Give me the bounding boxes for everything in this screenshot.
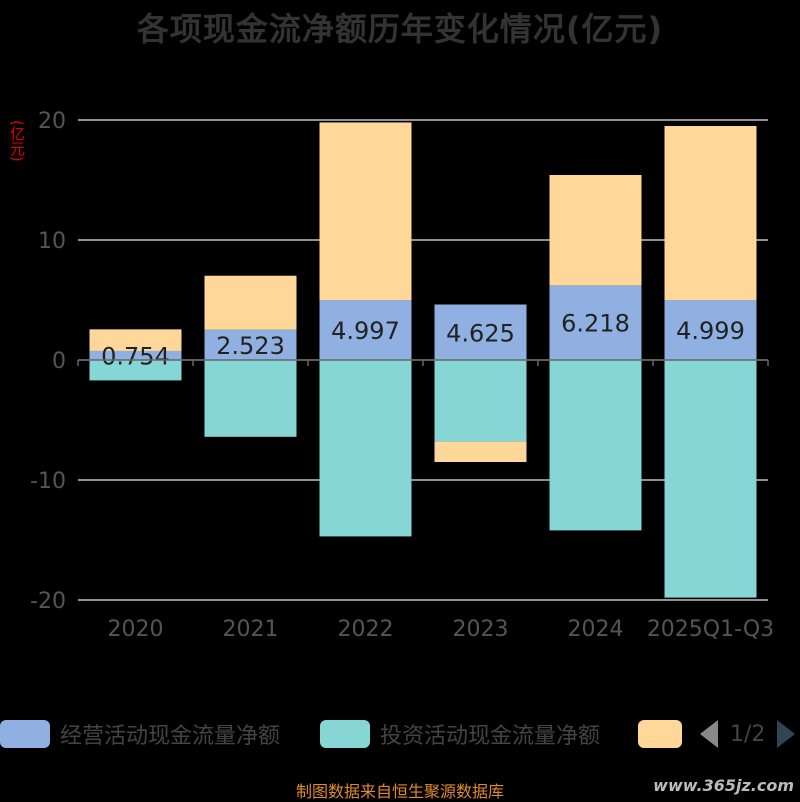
bar-series2-2022 — [319, 122, 412, 301]
x-tick-label: 2022 — [338, 617, 394, 642]
bar-series1-2025Q1-Q3 — [664, 360, 757, 598]
bar-series2-2024 — [549, 174, 642, 286]
y-tick-label: 0 — [52, 349, 66, 374]
data-label: 6.218 — [561, 310, 630, 338]
legend: 经营活动现金流量净额 投资活动现金流量净额 1/2 — [0, 714, 800, 754]
watermark: www.365jz.com — [653, 776, 794, 795]
legend-next-icon[interactable] — [777, 720, 796, 748]
y-tick-label: -20 — [30, 589, 66, 614]
legend-item-investing[interactable]: 投资活动现金流量净额 — [320, 714, 600, 754]
bar-chart: 20 10 0 -10 -20 0.754 2.523 4.997 4.625 6.218 4.99… — [30, 109, 774, 642]
y-tick-label: -10 — [30, 469, 66, 494]
legend-item-operating[interactable]: 经营活动现金流量净额 — [0, 714, 280, 754]
y-tick-label: 20 — [38, 109, 66, 134]
x-tick-label: 2024 — [568, 617, 624, 642]
bar-series2-2025Q1-Q3 — [664, 126, 757, 301]
legend-swatch-operating — [0, 720, 50, 748]
x-tick-label: 2020 — [108, 617, 164, 642]
bar-series0-2024 — [549, 285, 642, 360]
legend-label-investing: 投资活动现金流量净额 — [380, 724, 601, 749]
x-tick-label: 2023 — [453, 617, 509, 642]
bar-series1-2022 — [319, 360, 412, 537]
legend-page-indicator: 1/2 — [730, 721, 766, 747]
legend-item-third[interactable] — [638, 714, 682, 754]
bar-series0-2023 — [434, 304, 527, 360]
legend-swatch-third — [638, 720, 682, 748]
bar-series2-2021 — [204, 275, 297, 330]
bar-series2-2023 — [434, 441, 527, 462]
x-tick-label: 2025Q1-Q3 — [647, 617, 774, 642]
bar-series0-2021 — [204, 329, 297, 360]
bar-series1-2023 — [434, 360, 527, 442]
legend-swatch-investing — [320, 720, 370, 748]
legend-pager: 1/2 — [700, 714, 796, 754]
bar-series1-2021 — [204, 360, 297, 437]
chart-title: 各项现金流净额历年变化情况(亿元) — [136, 10, 664, 48]
y-axis-unit-label: (亿元) — [8, 120, 26, 162]
bar-series0-2025Q1-Q3 — [664, 300, 757, 360]
y-tick-label: 10 — [38, 229, 66, 254]
x-tick-label: 2021 — [223, 617, 279, 642]
bar-series0-2020 — [89, 350, 182, 360]
bar-series2-2020 — [89, 329, 182, 351]
data-label: 0.754 — [101, 342, 170, 370]
data-label: 4.999 — [676, 317, 745, 345]
bar-series1-2024 — [549, 360, 642, 531]
legend-prev-icon[interactable] — [700, 720, 718, 748]
data-source-footer: 制图数据来自恒生聚源数据库 — [295, 782, 504, 801]
bar-series0-2022 — [319, 300, 412, 360]
data-label: 2.523 — [216, 332, 285, 360]
bar-series1-2020 — [89, 360, 182, 381]
data-label: 4.997 — [331, 317, 400, 345]
legend-label-operating: 经营活动现金流量净额 — [60, 724, 281, 749]
data-label: 4.625 — [446, 319, 515, 347]
